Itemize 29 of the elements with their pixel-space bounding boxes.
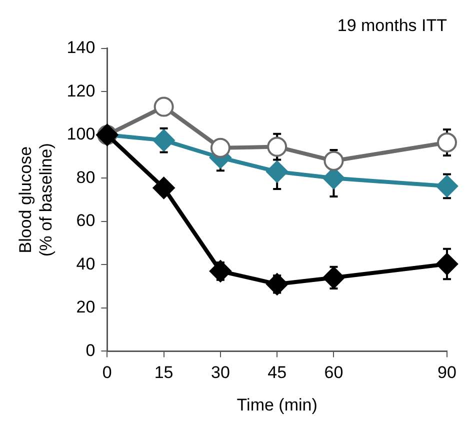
chart-title: 19 months ITT (337, 16, 447, 35)
y-tick-label: 80 (76, 168, 96, 187)
x-tick-label: 30 (210, 363, 230, 382)
point (266, 273, 288, 296)
point (322, 266, 345, 289)
x-tick-label: 90 (438, 363, 456, 382)
y-tick-label: 100 (66, 124, 96, 144)
x-tick-label: 45 (268, 363, 287, 382)
point (437, 132, 457, 152)
point (209, 260, 232, 282)
x-tick-label: 15 (154, 363, 174, 382)
point (436, 253, 458, 276)
y-tick-label: 140 (66, 38, 96, 58)
y-axis-title: Blood glucose (% of baseline) (16, 143, 56, 256)
x-tick-label: 0 (102, 363, 112, 382)
y-tick-label: 120 (66, 81, 96, 100)
x-axis-title: Time (min) (236, 395, 318, 414)
point (210, 138, 230, 158)
y-tick-label: 0 (86, 340, 96, 360)
point (152, 129, 175, 152)
point (154, 96, 174, 117)
y-tick-label: 40 (76, 254, 96, 274)
point (266, 160, 288, 183)
point (267, 136, 288, 157)
y-tick-label: 60 (76, 211, 96, 230)
point (324, 150, 344, 171)
x-tick-label: 60 (324, 363, 344, 382)
point (436, 175, 458, 198)
y-tick-label: 20 (76, 298, 96, 317)
